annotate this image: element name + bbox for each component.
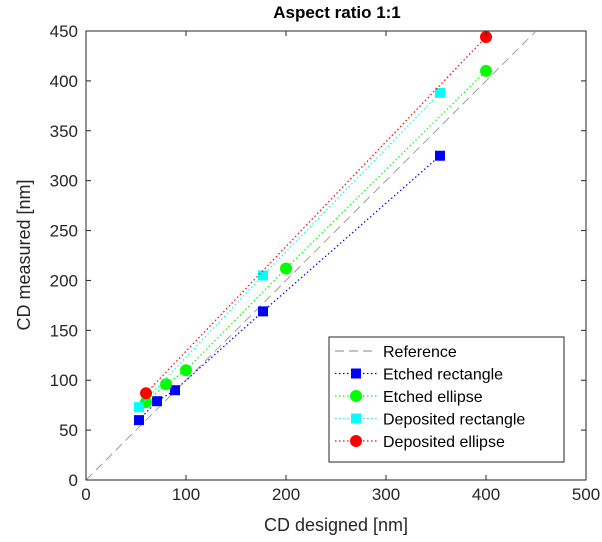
data-point — [134, 415, 144, 426]
x-tick-label: 100 — [172, 485, 200, 504]
legend-label: Deposited ellipse — [383, 434, 505, 451]
y-tick-label: 200 — [50, 271, 78, 290]
tick-layer: 0 100 200 300 400 500 0 50 100 150 200 250 300 350 400… — [50, 22, 601, 504]
data-point — [480, 64, 492, 77]
data-point — [170, 385, 180, 396]
data-point — [435, 87, 445, 98]
legend-marker — [350, 390, 362, 402]
legend-label: Reference — [383, 344, 457, 361]
x-tick-label: 0 — [81, 485, 90, 504]
legend-item-etched-ellipse: Etched ellipse — [335, 389, 483, 406]
y-tick-label: 300 — [50, 172, 78, 191]
plot-layer — [85, 30, 537, 481]
x-tick-label: 200 — [272, 485, 300, 504]
x-tick-label: 500 — [572, 485, 600, 504]
legend-marker — [350, 435, 362, 447]
legend-label: Deposited rectangle — [383, 412, 525, 429]
data-point — [180, 364, 192, 377]
y-tick-label: 400 — [50, 72, 78, 91]
legend-item-reference: Reference — [335, 344, 457, 361]
y-tick-label: 100 — [50, 371, 78, 390]
legend-item-etched-rectangle: Etched rectangle — [335, 367, 503, 384]
series-etched-rectangle — [134, 150, 445, 426]
x-tick-label: 300 — [372, 485, 400, 504]
data-point — [160, 378, 172, 391]
legend: Reference Etched rectangle Etched ellipse D… — [328, 336, 565, 463]
y-tick-label: 50 — [59, 421, 78, 440]
legend-item-deposited-rectangle: Deposited rectangle — [335, 412, 525, 429]
data-point — [258, 270, 268, 281]
series-deposited-ellipse — [140, 30, 492, 400]
y-tick-label: 450 — [50, 22, 78, 41]
legend-item-deposited-ellipse: Deposited ellipse — [335, 434, 505, 451]
series-deposited-rectangle — [134, 87, 445, 413]
y-tick-label: 150 — [50, 321, 78, 340]
data-point — [140, 387, 152, 400]
y-tick-label: 0 — [69, 471, 78, 490]
data-point — [435, 150, 445, 161]
legend-label: Etched ellipse — [383, 389, 483, 406]
y-tick-label: 350 — [50, 122, 78, 141]
x-tick-label: 400 — [472, 485, 500, 504]
data-point — [152, 396, 162, 407]
legend-label: Etched rectangle — [383, 367, 503, 384]
data-point — [480, 30, 492, 43]
x-axis-label: CD designed [nm] — [264, 515, 408, 535]
data-point — [280, 262, 292, 275]
y-axis-label: CD measured [nm] — [14, 179, 34, 330]
data-point — [258, 306, 268, 317]
series-line — [138, 155, 441, 421]
chart-title: Aspect ratio 1:1 — [273, 3, 401, 22]
legend-marker — [351, 413, 361, 424]
series-etched-ellipse — [140, 64, 492, 409]
data-point — [134, 402, 144, 413]
y-tick-label: 250 — [50, 222, 78, 241]
legend-marker — [351, 368, 361, 379]
